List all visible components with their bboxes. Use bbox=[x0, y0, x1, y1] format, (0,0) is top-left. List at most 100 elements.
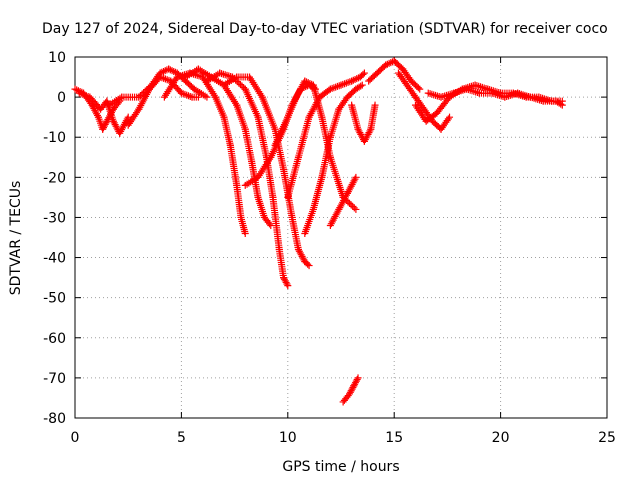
y-tick-label: 0 bbox=[57, 90, 66, 106]
series-arc-5 bbox=[160, 69, 249, 237]
data-point bbox=[166, 66, 174, 74]
data-point bbox=[349, 76, 357, 84]
data-point bbox=[306, 79, 314, 87]
data-point bbox=[348, 385, 356, 393]
data-point bbox=[99, 125, 107, 133]
data-point bbox=[354, 374, 362, 382]
data-point bbox=[304, 79, 312, 87]
data-point bbox=[168, 67, 176, 75]
x-tick-label: 5 bbox=[177, 430, 186, 446]
data-point bbox=[444, 115, 452, 123]
data-point bbox=[352, 205, 360, 213]
data-point bbox=[414, 84, 422, 92]
data-point bbox=[352, 377, 360, 385]
x-tick-label: 25 bbox=[598, 430, 616, 446]
data-point bbox=[283, 280, 291, 288]
y-tick-label: -20 bbox=[43, 170, 66, 186]
data-point bbox=[353, 75, 361, 83]
series-arc-2 bbox=[75, 89, 132, 137]
data-point bbox=[170, 67, 178, 75]
series-arc-17 bbox=[394, 69, 454, 133]
data-point bbox=[347, 387, 355, 395]
data-point bbox=[135, 93, 143, 101]
data-point bbox=[347, 201, 355, 209]
data-point bbox=[281, 277, 289, 285]
data-point bbox=[194, 93, 202, 101]
data-point bbox=[348, 77, 356, 85]
data-points bbox=[71, 57, 566, 406]
data-point bbox=[301, 77, 309, 85]
data-point bbox=[557, 100, 565, 108]
data-point bbox=[350, 382, 358, 390]
data-point bbox=[351, 75, 359, 83]
data-point bbox=[357, 82, 365, 90]
data-point bbox=[359, 70, 367, 78]
axis-ticks: 0 5 10 15 20 25 10 0 -10 -20 -30 -40 -50 -60 -70 -80 bbox=[43, 50, 616, 446]
data-point bbox=[161, 67, 169, 75]
data-point bbox=[303, 78, 311, 86]
plot-frame bbox=[74, 56, 608, 419]
data-point bbox=[371, 101, 379, 109]
data-point bbox=[238, 82, 246, 90]
data-point bbox=[236, 81, 244, 89]
y-tick-label: -80 bbox=[43, 411, 66, 427]
data-point bbox=[346, 390, 354, 398]
x-tick-label: 0 bbox=[71, 430, 80, 446]
data-point bbox=[350, 204, 358, 212]
data-point bbox=[351, 380, 359, 388]
data-point bbox=[235, 79, 243, 87]
data-point bbox=[385, 59, 393, 67]
y-tick-label: -50 bbox=[43, 291, 66, 307]
series-arc-7 bbox=[203, 69, 292, 290]
y-axis-label: SDTVAR / TECUs bbox=[8, 181, 24, 296]
data-point bbox=[203, 93, 211, 101]
series-arc-4 bbox=[124, 73, 202, 129]
chart-title: Day 127 of 2024, Sidereal Day-to-day VTE… bbox=[42, 21, 608, 37]
data-point bbox=[351, 379, 359, 387]
y-tick-label: -40 bbox=[43, 251, 66, 267]
y-tick-label: -60 bbox=[43, 331, 66, 347]
data-point bbox=[160, 67, 168, 75]
data-point bbox=[100, 122, 108, 130]
data-point bbox=[446, 113, 454, 121]
y-tick-label: -30 bbox=[43, 210, 66, 226]
series-arc-13 bbox=[326, 173, 360, 229]
data-point bbox=[358, 81, 366, 89]
data-point bbox=[304, 260, 312, 268]
x-axis-label: GPS time / hours bbox=[282, 459, 399, 475]
data-point bbox=[353, 375, 361, 383]
data-point bbox=[360, 69, 368, 77]
data-point bbox=[165, 65, 173, 73]
data-point bbox=[383, 60, 391, 68]
data-point bbox=[136, 92, 144, 100]
data-point bbox=[71, 85, 79, 93]
data-point bbox=[305, 262, 313, 270]
data-point bbox=[101, 120, 109, 128]
x-tick-label: 10 bbox=[279, 430, 297, 446]
data-point bbox=[265, 220, 273, 228]
data-point bbox=[100, 124, 108, 132]
series-arc-14 bbox=[348, 101, 379, 145]
data-point bbox=[282, 278, 290, 286]
data-point bbox=[416, 85, 424, 93]
data-point bbox=[558, 101, 566, 109]
series-arc-11 bbox=[284, 69, 368, 201]
series-arc-19 bbox=[424, 85, 566, 109]
y-tick-label: -10 bbox=[43, 130, 66, 146]
data-point bbox=[346, 199, 354, 207]
series-arc-12 bbox=[301, 81, 366, 237]
data-point bbox=[382, 61, 390, 69]
data-point bbox=[280, 275, 288, 283]
series-arc-16 bbox=[365, 57, 424, 93]
data-point bbox=[366, 127, 374, 135]
data-point bbox=[352, 173, 360, 181]
data-point bbox=[284, 282, 292, 290]
data-point bbox=[349, 202, 357, 210]
data-point bbox=[346, 388, 354, 396]
data-point bbox=[280, 274, 288, 282]
series-arc-15 bbox=[339, 374, 362, 406]
x-tick-label: 20 bbox=[492, 430, 510, 446]
data-point bbox=[241, 229, 249, 237]
